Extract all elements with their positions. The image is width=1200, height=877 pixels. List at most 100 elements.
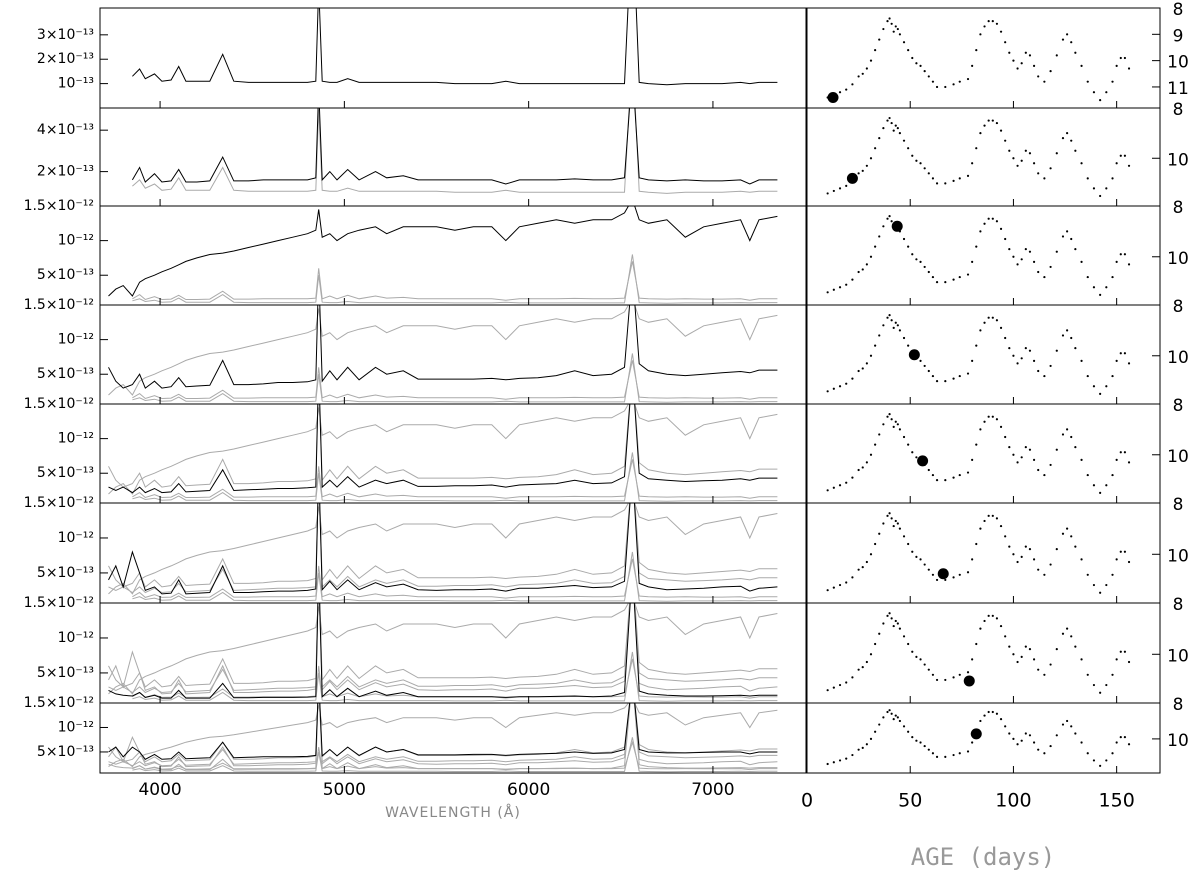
light-curve-point [952, 83, 955, 86]
light-curve-point [944, 678, 947, 682]
light-curve-point [915, 456, 918, 459]
light-curve-point [1127, 560, 1131, 564]
spectrum [108, 305, 778, 389]
light-curve-point [1080, 260, 1083, 263]
y-tick-label: 1.5×10⁻¹² [24, 297, 94, 313]
light-curve-point [1037, 568, 1040, 571]
light-curve-point [826, 192, 829, 195]
light-curve-point [975, 245, 978, 248]
light-curve-point [907, 49, 910, 52]
light-curve-point [857, 270, 860, 274]
y-tick-label: 1.5×10⁻¹² [24, 495, 94, 511]
light-curve-point [1119, 451, 1122, 454]
y-tick-label: 5×10⁻¹³ [37, 665, 94, 681]
light-curve-point [966, 571, 970, 574]
light-curve-point [898, 329, 901, 332]
light-curve-point [1080, 658, 1083, 661]
light-curve-point [958, 673, 961, 676]
light-curve-point [865, 67, 868, 70]
y-tick-label: 10⁻¹² [58, 630, 94, 646]
light-curve-point [987, 316, 990, 319]
light-curve-point [915, 258, 918, 261]
light-curve-point [995, 121, 999, 125]
y-tick-label: 10 [1167, 447, 1189, 467]
light-curve-point [1127, 660, 1131, 664]
light-curve-point [869, 157, 873, 160]
light-curve-point [902, 725, 906, 728]
light-curve-point [1061, 433, 1065, 436]
light-curve-point [857, 568, 860, 571]
light-curve-point [944, 182, 947, 185]
x-tick-label: 6000 [507, 780, 550, 800]
light-curve-point [919, 741, 922, 744]
light-curve-point [1016, 263, 1019, 266]
light-curve-point [861, 367, 864, 370]
light-curve-point [1127, 461, 1131, 464]
spectrum [108, 603, 778, 699]
earlier-spectrum [132, 261, 778, 301]
light-curve-point [1086, 275, 1089, 279]
light-curve-point [1127, 263, 1131, 266]
light-curve-point [987, 119, 990, 122]
light-curve-point [896, 622, 899, 625]
light-curve-point [907, 642, 910, 646]
light-curve-point [902, 139, 906, 142]
light-curve-point [894, 420, 897, 423]
light-curve-point [966, 671, 970, 674]
light-curve-point [975, 443, 978, 446]
earlier-spectrum [132, 658, 778, 699]
light-curve-point [979, 329, 982, 332]
earlier-spectrum [132, 254, 778, 304]
light-curve-point [1074, 732, 1077, 735]
light-curve-point [1016, 164, 1019, 167]
y-tick-label: 8 [1173, 100, 1184, 120]
light-curve-point [915, 655, 918, 658]
light-curve-point [832, 686, 835, 689]
light-curve-point [1066, 527, 1069, 530]
light-curve-point [1070, 535, 1073, 538]
light-curve-point [1099, 691, 1102, 694]
light-curve-point [1123, 253, 1127, 256]
light-curve-point [1028, 648, 1032, 651]
light-curve-point [896, 716, 899, 719]
light-curve-point [869, 653, 873, 656]
light-curve-point [971, 458, 974, 461]
panel-frame [806, 205, 1161, 306]
light-curve-point [1092, 385, 1096, 388]
light-curve-point [958, 374, 961, 378]
panel-frame [806, 502, 1161, 604]
light-curve-point [1092, 683, 1096, 687]
light-curve-point [890, 319, 893, 322]
light-curve-point [1105, 91, 1108, 94]
light-curve-point [888, 512, 891, 515]
light-curve-point [832, 486, 835, 489]
light-curve-point [935, 479, 939, 482]
light-curve-point [1066, 230, 1069, 233]
light-curve-point [931, 473, 935, 477]
light-curve-point [944, 578, 947, 582]
light-curve-point [1099, 591, 1102, 594]
light-curve-point [1028, 250, 1032, 253]
earlier-spectrum [132, 459, 778, 499]
light-curve-point [886, 614, 889, 617]
y-tick-label: 5×10⁻¹³ [37, 366, 94, 382]
light-curve-point [1099, 764, 1102, 767]
light-curve-point [1115, 260, 1118, 263]
y-tick-label: 9 [1173, 26, 1184, 46]
light-curve-point [987, 614, 990, 617]
light-curve-point [832, 761, 835, 764]
y-tick-label: 10 [1167, 249, 1189, 269]
light-curve-point [1127, 743, 1131, 746]
light-curve-point [983, 321, 986, 324]
earlier-spectrum [132, 360, 778, 400]
light-curve-point [975, 642, 978, 646]
light-curve-point [874, 443, 877, 446]
light-curve-point [882, 225, 885, 228]
light-curve-point [857, 468, 860, 472]
y-tick-label: 4×10⁻¹³ [37, 122, 94, 138]
light-curve-point [971, 558, 974, 561]
light-curve-point [861, 72, 864, 75]
light-curve-point [919, 359, 922, 362]
light-curve-point [1024, 149, 1027, 152]
